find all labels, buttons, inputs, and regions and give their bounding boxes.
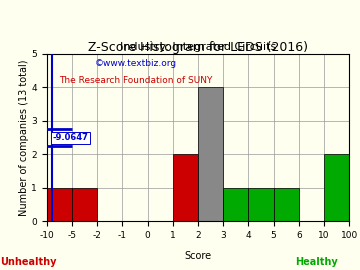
Bar — [47, 188, 72, 221]
Bar — [324, 154, 349, 221]
Text: The Research Foundation of SUNY: The Research Foundation of SUNY — [59, 76, 212, 85]
Bar — [248, 188, 274, 221]
Text: -9.0647: -9.0647 — [53, 133, 89, 142]
Text: Unhealthy: Unhealthy — [1, 256, 57, 266]
Y-axis label: Number of companies (13 total): Number of companies (13 total) — [19, 59, 28, 216]
Bar — [173, 154, 198, 221]
Text: Healthy: Healthy — [296, 256, 338, 266]
Text: Industry: Integrated Circuits: Industry: Integrated Circuits — [120, 42, 276, 52]
Bar — [274, 188, 299, 221]
Title: Z-Score Histogram for LEDS (2016): Z-Score Histogram for LEDS (2016) — [88, 41, 308, 54]
Bar — [198, 87, 223, 221]
X-axis label: Score: Score — [184, 251, 212, 261]
Text: ©www.textbiz.org: ©www.textbiz.org — [95, 59, 177, 68]
Bar — [72, 188, 97, 221]
Bar — [223, 188, 248, 221]
